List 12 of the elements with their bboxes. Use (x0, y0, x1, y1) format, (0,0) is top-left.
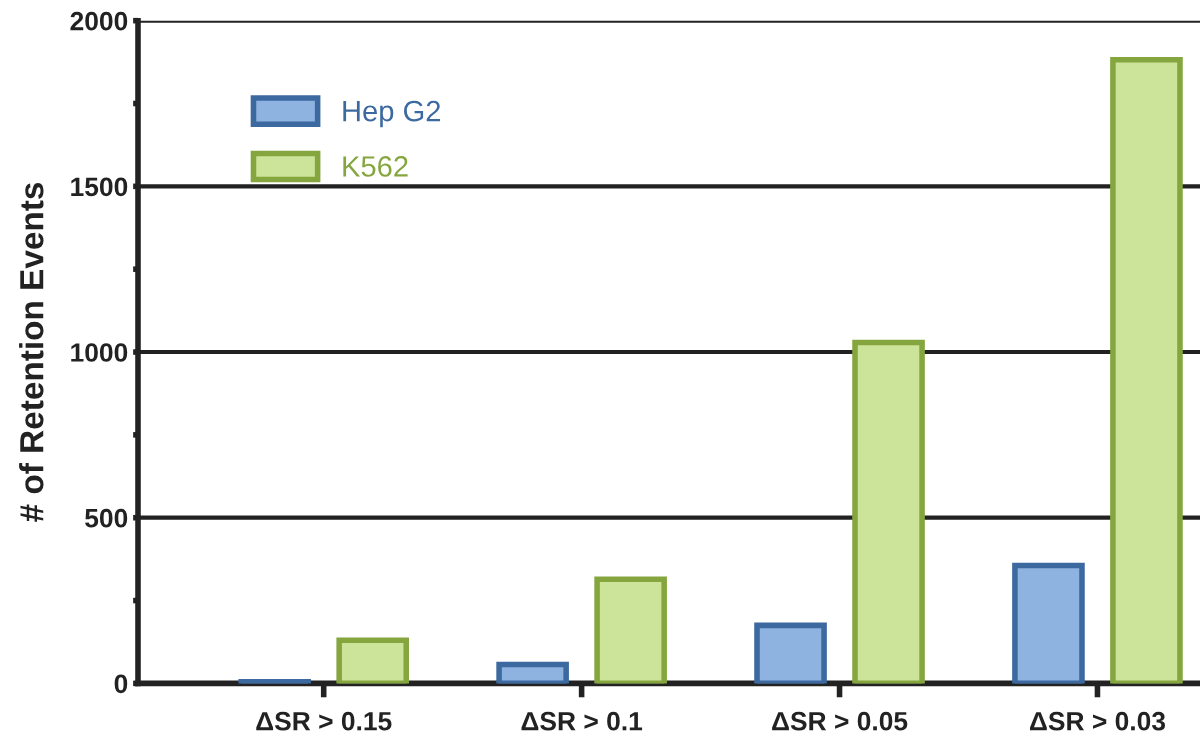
y-tick-label: 1000 (71, 343, 128, 362)
legend-label: Hep G2 (343, 100, 441, 128)
x-tick-label: ΔSR > 0.03 (1030, 711, 1166, 731)
y-tick-label: 2000 (70, 11, 128, 31)
y-tick-label: 0 (114, 674, 128, 694)
y-tick-label: 500 (85, 508, 128, 528)
y-tick-label: 1500 (71, 177, 128, 197)
legend-label: K562 (343, 156, 408, 177)
x-tick-label: ΔSR > 0.05 (772, 711, 908, 731)
x-tick-label: ΔSR > 0.1 (521, 711, 643, 731)
y-axis-title: # of Retention Events (19, 182, 44, 522)
x-tick-label: ΔSR > 0.15 (256, 711, 392, 731)
